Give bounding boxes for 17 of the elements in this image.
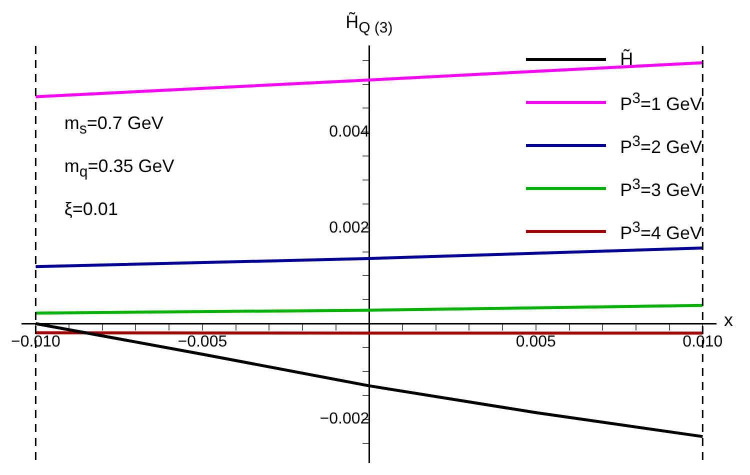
legend-label: P$^{3}$=4 GeV xyxy=(620,219,702,244)
y-axis-title: H̃$_{Q (3)}$ xyxy=(344,12,394,37)
legend-label: P$^{3}$=2 GeV xyxy=(620,133,702,158)
x-tick-label: −0.010 xyxy=(10,334,60,351)
annotation: m$_{q}$=0.35 GeV xyxy=(64,156,174,181)
y-tick-label: 0.002 xyxy=(329,219,370,236)
y-tick-label: −0.002 xyxy=(320,410,370,428)
legend-label: P$^{3}$=3 GeV xyxy=(620,176,702,201)
x-axis-title: x xyxy=(724,310,733,331)
y-tick-label: 0.004 xyxy=(329,124,370,141)
legend-label: H̃ xyxy=(620,49,634,70)
x-tick-label: −0.005 xyxy=(178,334,228,351)
legend-label: P$^{3}$=1 GeV xyxy=(620,90,702,115)
x-tick-label: 0.005 xyxy=(516,334,556,351)
annotation: ξ=0.01 xyxy=(64,199,118,220)
annotation: m$_{s}$=0.7 GeV xyxy=(64,113,164,138)
x-tick-label: 0.010 xyxy=(682,334,723,351)
